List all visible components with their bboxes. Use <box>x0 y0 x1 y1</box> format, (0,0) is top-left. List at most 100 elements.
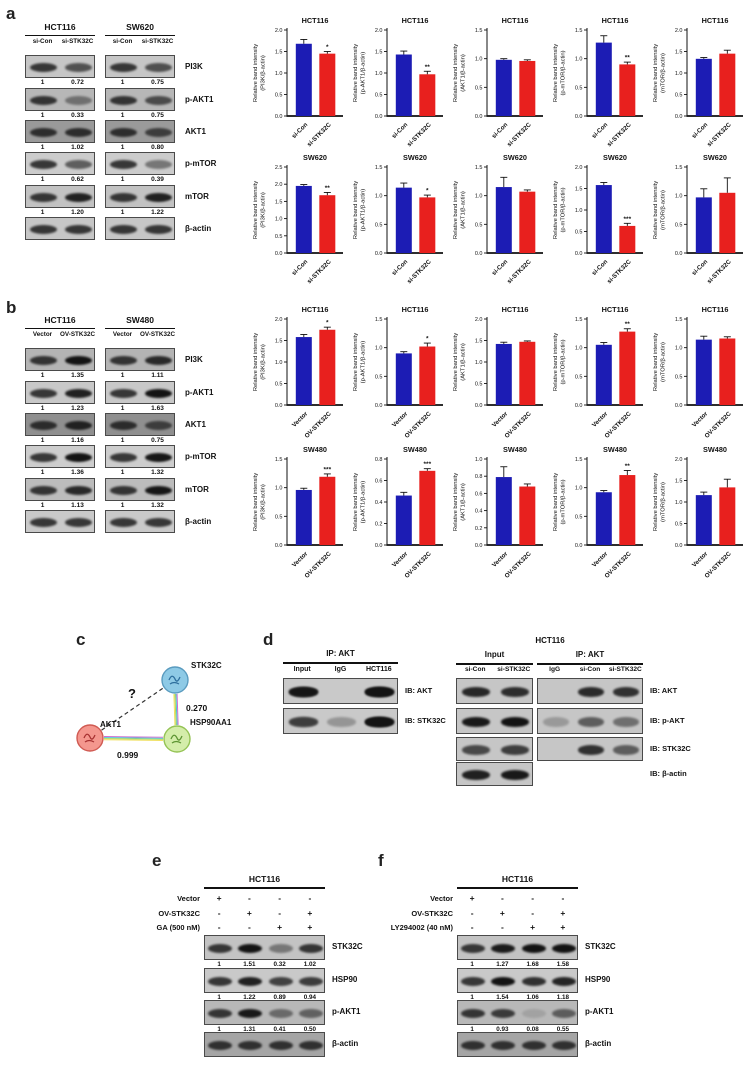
y-tick-label: 1.5 <box>675 50 683 56</box>
blot-band <box>288 687 318 697</box>
blot-box <box>25 413 95 436</box>
blot-band <box>551 1009 576 1018</box>
lane-label: HCT116 <box>365 666 392 673</box>
y-tick-label: 0.5 <box>675 522 683 528</box>
blot-box <box>457 968 578 993</box>
blot-band <box>145 128 172 137</box>
blot-band <box>238 977 263 986</box>
condition-label: OV-STK32C <box>411 908 453 918</box>
band-value: 1 <box>40 111 45 119</box>
y-tick-label: 1.0 <box>475 360 483 366</box>
x-tick-label: si-STK32C <box>606 258 633 285</box>
bar-chart-svg: HCT116 Relative band intensity (mTOR/β-act… <box>653 305 743 440</box>
band-value: 1.35 <box>71 371 84 379</box>
blot-box <box>105 510 175 533</box>
blot-box <box>25 185 95 208</box>
band-value: 1.22 <box>243 994 256 1001</box>
bar-chart-svg: SW480 Relative band intensity (p-mTOR/β-ac… <box>553 445 643 580</box>
blot-band <box>208 944 233 953</box>
y-tick-label: 1.5 <box>275 199 283 205</box>
y-tick-label: 2.0 <box>575 165 583 171</box>
band-value: 1 <box>217 1026 221 1033</box>
x-tick-label: Vector <box>691 550 710 569</box>
header-underline <box>283 662 398 664</box>
chart-title: HCT116 <box>602 16 629 25</box>
blot-row-label: p-AKT1 <box>332 1007 361 1016</box>
y-axis-label: Relative band intensity <box>353 473 359 531</box>
bar-chart: HCT116 Relative band intensity (mTOR/β-act… <box>650 302 750 440</box>
header-underline <box>25 34 95 37</box>
blot-band <box>298 1009 323 1018</box>
x-tick-label: si-Con <box>691 258 710 277</box>
y-axis-label-2: (PI3K/β-actin) <box>261 192 267 228</box>
condition-sign: - <box>308 893 312 903</box>
y-axis-label-2: (p-mTOR/β-actin) <box>561 479 567 524</box>
blot-band <box>500 770 529 780</box>
blot-band <box>65 193 92 202</box>
condition-sign: - <box>247 893 251 903</box>
blot-band <box>110 356 137 365</box>
bar <box>519 191 536 253</box>
y-tick-label: 0.0 <box>275 403 283 409</box>
x-tick-label: Vector <box>391 550 410 569</box>
chart-row-a-hct116: HCT116 Relative band intensity (PI3K/β-act… <box>250 13 750 150</box>
blot-band <box>65 518 92 527</box>
x-tick-label: si-STK32C <box>406 121 433 148</box>
panel-d-label: d <box>263 630 274 649</box>
bar <box>319 329 336 405</box>
y-tick-label: 0.5 <box>275 382 283 388</box>
blot-box <box>25 217 95 240</box>
bar-chart: SW620 Relative band intensity (PI3K/β-acti… <box>250 150 350 287</box>
y-tick-label: 0.0 <box>475 403 483 409</box>
y-tick-label: 0.8 <box>475 474 483 480</box>
blot-band <box>65 63 92 72</box>
condition-label: OV-STK32C <box>158 908 200 918</box>
y-tick-label: 0.0 <box>275 251 283 257</box>
y-tick-label: 0.5 <box>475 382 483 388</box>
blot-row-label: β-actin <box>332 1039 359 1048</box>
band-value: 1.36 <box>71 468 84 476</box>
blot-row-label: AKT1 <box>185 126 206 136</box>
blot-band <box>65 453 92 462</box>
blot-band <box>110 225 137 234</box>
band-value: 1 <box>120 404 125 412</box>
y-tick-label: 0.5 <box>275 93 283 99</box>
bar-chart: SW620 Relative band intensity (mTOR/β-acti… <box>650 150 750 287</box>
blot-row-label: p-mTOR <box>185 158 217 168</box>
bar <box>495 477 512 545</box>
band-value: 1 <box>40 501 45 509</box>
x-tick-label: si-STK32C <box>406 258 433 285</box>
y-axis-label: Relative band intensity <box>353 181 359 239</box>
bar-chart: SW480 Relative band intensity (AKT1/β-acti… <box>450 442 550 580</box>
blot-band <box>110 160 137 169</box>
band-value: 1 <box>120 501 125 509</box>
cell-line-header: HCT116 <box>501 874 534 884</box>
y-axis-label: Relative band intensity <box>353 333 359 391</box>
x-tick-label: Vector <box>491 410 510 429</box>
band-value: 1 <box>40 468 45 476</box>
band-value: 1.58 <box>556 961 569 968</box>
blot-band <box>145 63 172 72</box>
treatment-blot-panel-f: HCT116 Vector + - - - OV-STK32C - + - + LY294002 (4… <box>378 853 643 1065</box>
node-label: HSP90AA1 <box>190 718 232 727</box>
blot-band <box>551 944 576 953</box>
x-tick-label: Vector <box>591 550 610 569</box>
bar-chart: HCT116 Relative band intensity (AKT1/β-act… <box>450 302 550 440</box>
blot-band <box>145 160 172 169</box>
band-value: 1.27 <box>496 961 509 968</box>
y-tick-label: 1.0 <box>375 71 383 77</box>
panel-b-label: b <box>6 298 17 317</box>
condition-sign: - <box>531 907 535 918</box>
y-axis-label: Relative band intensity <box>453 181 459 239</box>
y-tick-label: 0.0 <box>575 543 583 549</box>
band-value: 0.93 <box>496 1026 509 1033</box>
y-tick-label: 1.0 <box>575 346 583 352</box>
blot-box <box>456 737 533 761</box>
condition-sign: - <box>278 893 282 903</box>
header-underline <box>456 663 533 665</box>
y-axis-label: Relative band intensity <box>253 44 259 102</box>
blot-box <box>105 381 175 404</box>
panel-e-label: e <box>152 851 162 870</box>
header-underline <box>537 663 643 665</box>
